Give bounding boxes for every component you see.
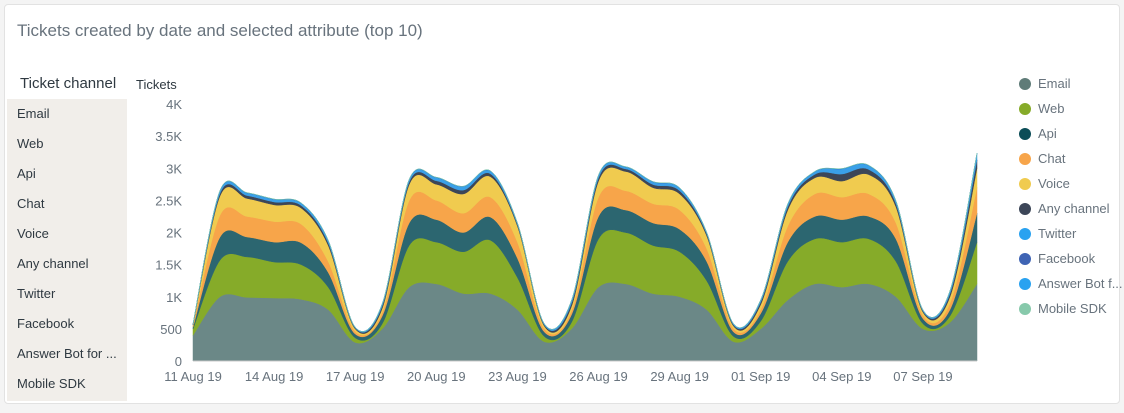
legend-dot-icon (1019, 252, 1031, 265)
x-tick-label: 11 Aug 19 (164, 369, 222, 384)
y-tick-label: 3.5K (155, 129, 182, 144)
x-tick-label: 26 Aug 19 (569, 369, 628, 384)
attribute-item[interactable]: Mobile SDK (17, 376, 86, 391)
legend-label: Chat (1038, 151, 1066, 166)
y-tick-label: 4K (166, 97, 182, 112)
legend-label: Answer Bot f... (1038, 276, 1123, 291)
area-mobile-sdk (192, 153, 978, 332)
legend-dot-icon (1019, 127, 1031, 140)
y-tick-label: 0 (175, 354, 182, 369)
legend-dot-icon (1019, 152, 1031, 165)
x-tick-label: 01 Sep 19 (731, 369, 790, 384)
attribute-item[interactable]: Email (17, 106, 50, 121)
legend-label: Twitter (1038, 226, 1077, 241)
x-tick-label: 23 Aug 19 (488, 369, 547, 384)
legend-item[interactable]: Email (1019, 71, 1123, 96)
legend-dot-icon (1019, 202, 1031, 215)
chart-title: Tickets created by date and selected att… (17, 21, 423, 40)
y-tick-label: 1.5K (155, 258, 182, 273)
legend-label: Mobile SDK (1038, 301, 1107, 316)
y-tick-label: 2.5K (155, 193, 182, 208)
chart-card: Tickets created by date and selected att… (4, 4, 1123, 404)
legend-item[interactable]: Facebook (1019, 246, 1123, 271)
legend-item[interactable]: Any channel (1019, 196, 1123, 221)
attribute-item[interactable]: Web (17, 136, 44, 151)
attribute-item[interactable]: Facebook (17, 316, 75, 331)
legend-label: Api (1038, 126, 1057, 141)
legend-label: Email (1038, 76, 1071, 91)
legend-label: Facebook (1038, 251, 1096, 266)
legend-item[interactable]: Voice (1019, 171, 1123, 196)
legend-label: Voice (1038, 176, 1070, 191)
legend-dot-icon (1019, 77, 1031, 90)
attribute-item[interactable]: Answer Bot for ... (17, 346, 117, 361)
y-tick-label: 3K (166, 161, 182, 176)
legend-item[interactable]: Chat (1019, 146, 1123, 171)
y-tick-label: 2K (166, 226, 182, 241)
attribute-list: Email Web Api Chat Voice Any channel Twitter Fa… (7, 99, 127, 401)
attribute-item[interactable]: Voice (17, 226, 49, 241)
y-axis-label: Tickets (136, 77, 177, 92)
legend-item[interactable]: Api (1019, 121, 1123, 146)
stacked-area-chart: 0 500 1K 1.5K 2K 2.5K 3K 3.5K 4K Tickets 11 Aug 19… (136, 77, 978, 384)
x-tick-label: 17 Aug 19 (326, 369, 385, 384)
legend-item[interactable]: Twitter (1019, 221, 1123, 246)
x-tick-label: 29 Aug 19 (650, 369, 709, 384)
legend-dot-icon (1019, 302, 1031, 315)
x-tick-label: 04 Sep 19 (812, 369, 871, 384)
y-tick-label: 1K (166, 290, 182, 305)
legend-label: Web (1038, 101, 1065, 116)
legend-dot-icon (1019, 277, 1031, 290)
legend-dot-icon (1019, 102, 1031, 115)
legend-item[interactable]: Mobile SDK (1019, 296, 1123, 321)
x-tick-label: 07 Sep 19 (893, 369, 952, 384)
attribute-item[interactable]: Chat (17, 196, 45, 211)
x-tick-label: 14 Aug 19 (245, 369, 304, 384)
attribute-item[interactable]: Twitter (17, 286, 56, 301)
legend-label: Any channel (1038, 201, 1110, 216)
legend-item[interactable]: Answer Bot f... (1019, 271, 1123, 296)
legend-dot-icon (1019, 177, 1031, 190)
legend-item[interactable]: Web (1019, 96, 1123, 121)
attribute-item[interactable]: Any channel (17, 256, 89, 271)
y-tick-label: 500 (160, 322, 182, 337)
legend-dot-icon (1019, 227, 1031, 240)
attribute-item[interactable]: Api (17, 166, 36, 181)
legend: Email Web Api Chat Voice Any channel Twitter Fa… (1019, 71, 1123, 321)
x-tick-label: 20 Aug 19 (407, 369, 466, 384)
attribute-heading: Ticket channel (20, 75, 117, 92)
